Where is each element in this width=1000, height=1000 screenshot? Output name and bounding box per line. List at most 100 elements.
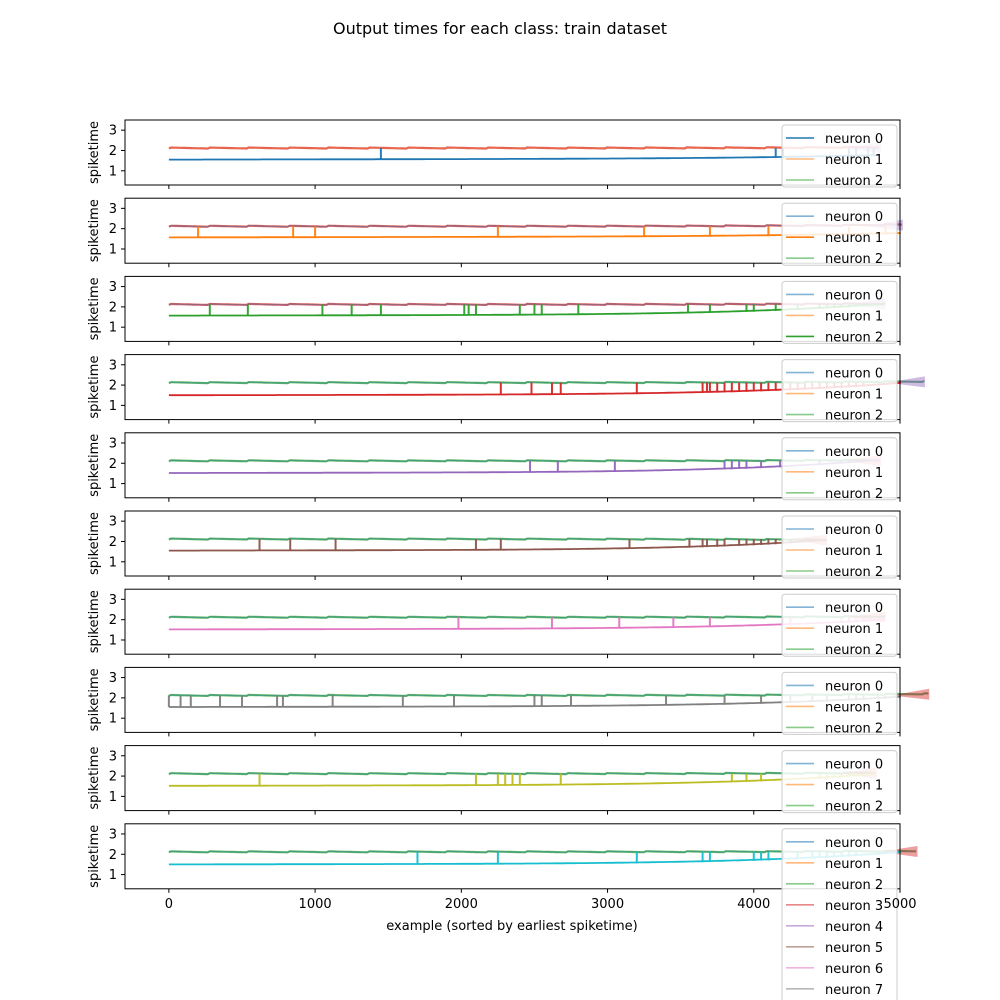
- legend-label: neuron 1: [825, 622, 883, 637]
- series-other-neurons-2: [168, 771, 876, 775]
- subplot-class-3: 1 2 3 spiketime neuron 0 neuron 1 neuron 2: [87, 354, 925, 424]
- series-other-neurons-2: [168, 615, 886, 619]
- x-tick-label: 0: [165, 897, 173, 912]
- series-other-neurons: [168, 614, 886, 619]
- axes-frame: [124, 197, 901, 264]
- y-tick-label: 3: [109, 827, 117, 842]
- y-tick-label: 1: [109, 712, 117, 727]
- legend-box: [781, 515, 898, 579]
- y-tick-label: 1: [109, 399, 117, 414]
- legend-label: neuron 6: [825, 962, 883, 977]
- series-other-neurons-2: [168, 302, 886, 306]
- series-class-neuron: [168, 772, 877, 787]
- legend-label: neuron 0: [825, 367, 883, 382]
- y-tick-label: 2: [109, 457, 117, 472]
- y-tick-label: 2: [109, 535, 117, 550]
- y-axis-label: spiketime: [87, 747, 102, 810]
- y-tick-label: 2: [109, 848, 117, 863]
- legend: neuron 0 neuron 1 neuron 2: [781, 671, 898, 736]
- subplot-class-8: 1 2 3 spiketime neuron 0 neuron 1 neuron 2: [87, 745, 901, 815]
- legend-label: neuron 2: [825, 800, 883, 815]
- legend: neuron 0 neuron 1 neuron 2: [781, 593, 898, 658]
- legend-label: neuron 7: [825, 983, 883, 998]
- legend-label: neuron 2: [825, 565, 883, 580]
- legend-label: neuron 2: [825, 330, 883, 345]
- y-axis-label: spiketime: [87, 434, 102, 497]
- subplot-class-4: 1 2 3 spiketime neuron 0 neuron 1 neuron 2: [87, 432, 901, 502]
- x-tick-label: 3000: [591, 897, 624, 912]
- chart-title: Output times for each class: train datas…: [333, 19, 667, 38]
- legend-label: neuron 1: [825, 153, 883, 168]
- legend-box: [781, 202, 898, 266]
- y-axis-label: spiketime: [87, 199, 102, 262]
- legend-label: neuron 4: [825, 920, 883, 935]
- axes-frame: [124, 432, 901, 499]
- legend-label: neuron 1: [825, 857, 883, 872]
- y-tick-label: 3: [109, 593, 117, 608]
- series-class-neuron: [168, 232, 901, 239]
- legend-box: [781, 359, 898, 423]
- legend-label: neuron 0: [825, 601, 883, 616]
- y-tick-label: 2: [109, 379, 117, 394]
- y-tick-label: 1: [109, 633, 117, 648]
- legend-label: neuron 2: [825, 409, 883, 424]
- series-class-neuron: [168, 618, 886, 631]
- y-tick-label: 2: [109, 770, 117, 785]
- legend-label: neuron 2: [825, 878, 883, 893]
- x-tick-label: 5000: [883, 897, 916, 912]
- legend-box: [781, 671, 898, 735]
- legend-label: neuron 0: [825, 210, 883, 225]
- y-axis-label: spiketime: [87, 121, 102, 184]
- legend-label: neuron 5: [825, 941, 883, 956]
- legend-label: neuron 3: [825, 899, 883, 914]
- series-other-neurons: [168, 771, 876, 776]
- y-tick-label: 3: [109, 436, 117, 451]
- y-axis-label: spiketime: [87, 668, 102, 731]
- legend-label: neuron 0: [825, 523, 883, 538]
- legend-label: neuron 2: [825, 487, 883, 502]
- y-tick-label: 2: [109, 613, 117, 628]
- legend: neuron 0 neuron 1 neuron 2: [781, 124, 898, 189]
- series-class-neuron: [168, 154, 880, 161]
- y-tick-label: 3: [109, 749, 117, 764]
- legend: neuron 0 neuron 1 neuron 2 neuron 3 neuron 4…: [781, 828, 898, 1000]
- legend-label: neuron 2: [825, 643, 883, 658]
- legend-label: neuron 0: [825, 132, 883, 147]
- legend-label: neuron 1: [825, 544, 883, 559]
- axes-frame: [124, 745, 901, 812]
- series-other-neurons: [168, 302, 886, 307]
- legend-box: [781, 437, 898, 501]
- y-axis-label: spiketime: [87, 277, 102, 340]
- y-axis-label: spiketime: [87, 825, 102, 888]
- subplot-class-0: 1 2 3 spiketime neuron 0 neuron 1 neuron 2: [87, 119, 901, 189]
- axes-frame: [124, 275, 901, 342]
- legend-label: neuron 1: [825, 231, 883, 246]
- legend: neuron 0 neuron 1 neuron 2: [781, 515, 898, 580]
- legend-label: neuron 0: [825, 758, 883, 773]
- legend-label: neuron 2: [825, 174, 883, 189]
- legend-label: neuron 2: [825, 721, 883, 736]
- legend-label: neuron 0: [825, 836, 883, 851]
- subplot-class-5: 1 2 3 spiketime neuron 0 neuron 1 neuron 2: [87, 510, 901, 580]
- y-tick-label: 2: [109, 691, 117, 706]
- legend-box: [781, 750, 898, 814]
- y-tick-label: 3: [109, 358, 117, 373]
- x-axis-label: example (sorted by earliest spiketime): [386, 919, 637, 934]
- y-tick-label: 1: [109, 868, 117, 883]
- legend-label: neuron 1: [825, 388, 883, 403]
- legend: neuron 0 neuron 1 neuron 2: [781, 280, 898, 345]
- x-tick-label: 4000: [737, 897, 770, 912]
- y-tick-label: 1: [109, 555, 117, 570]
- x-tick-label: 2000: [445, 897, 478, 912]
- legend-label: neuron 1: [825, 309, 883, 324]
- axes-frame: [124, 510, 901, 577]
- subplot-class-2: 1 2 3 spiketime neuron 0 neuron 1 neuron 2: [87, 275, 901, 346]
- y-tick-label: 3: [109, 515, 117, 530]
- legend-label: neuron 0: [825, 679, 883, 694]
- y-tick-label: 1: [109, 164, 117, 179]
- series-class-neuron: [168, 538, 827, 552]
- x-tick-label: 1000: [299, 897, 332, 912]
- axes-frame: [124, 119, 901, 186]
- legend: neuron 0 neuron 1 neuron 2: [781, 750, 898, 815]
- legend-box: [781, 124, 898, 188]
